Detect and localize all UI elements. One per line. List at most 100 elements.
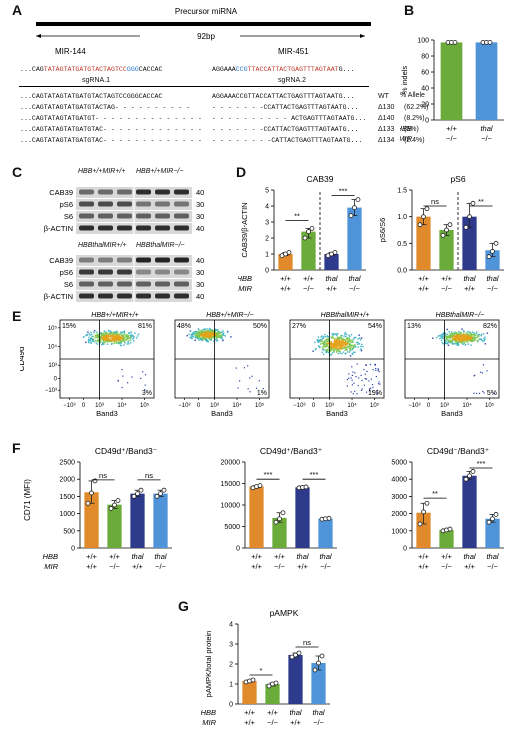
- flow-xtick: 10⁴: [462, 402, 472, 409]
- blot-band: [79, 213, 94, 219]
- flow-xtick: 0: [82, 403, 86, 409]
- cd71-pos-hbb-geno: +/+: [274, 552, 285, 561]
- cd71-neg-point: [85, 500, 91, 506]
- flow-xtick: 10³: [325, 403, 334, 409]
- indels-point: [487, 39, 493, 45]
- blot-band: [174, 225, 189, 231]
- flow-plot-title: HBB+/+MIR−/−: [206, 312, 253, 319]
- blot-band: [79, 281, 94, 287]
- ps6-point: [493, 240, 499, 246]
- flow-xlabel: Band3: [211, 409, 233, 418]
- flow-xtick: 10³: [95, 403, 104, 409]
- blot-band: [136, 189, 151, 195]
- blot-band: [117, 225, 132, 231]
- cd71-dneg-point: [490, 516, 495, 522]
- cab39-ytick: 4: [265, 204, 269, 211]
- cd71-dneg-ytick: 4000: [391, 477, 407, 484]
- cab39-point: [306, 229, 311, 234]
- pampk-point: [273, 680, 279, 686]
- cd71-charts: CD71 (MFI) CD49d⁺/Band3⁻ 0 500 1000 1500 2000 2…: [23, 446, 504, 571]
- ps6-hbb-geno: thal: [486, 274, 498, 283]
- blot-kda-label: 40: [196, 256, 204, 265]
- cd71-neg-mir-geno: +/+: [86, 562, 97, 571]
- cab39-mir-geno: −/−: [349, 284, 360, 293]
- flow-xtick: −10³: [63, 403, 75, 409]
- flow-xtick: −10³: [178, 403, 190, 409]
- blot-band: [79, 225, 94, 231]
- blot-band: [79, 257, 94, 263]
- cab39-hbb-label: HBB: [238, 274, 252, 283]
- ps6-sig: **: [478, 197, 484, 206]
- cd71-pos-sig: ***: [310, 470, 319, 479]
- blot-band: [155, 281, 170, 287]
- cab39-hbb-geno: +/+: [280, 274, 291, 283]
- ps6-ytick: 1.5: [397, 188, 407, 195]
- flow-xtick: 10³: [440, 403, 449, 409]
- cd71-dneg-point: [486, 519, 492, 525]
- pampk-ytick: 0: [229, 702, 233, 709]
- cd71-neg-point: [161, 487, 167, 493]
- blot-band: [117, 257, 132, 263]
- ps6-point: [490, 248, 495, 254]
- ps6-point: [421, 214, 426, 220]
- ps6-mir-geno: +/+: [418, 284, 429, 293]
- cd71-dneg-mir-geno: +/+: [464, 562, 475, 571]
- blot-band: [155, 293, 170, 299]
- panel-g-letter: G: [178, 598, 189, 614]
- sgrna1-label: sgRNA.1: [82, 77, 111, 84]
- pampk-ylabel: pAMPK/total protein: [204, 631, 213, 698]
- cd71-dneg-point: [470, 469, 476, 474]
- flow-xtick: 0: [312, 403, 316, 409]
- cd71-dneg-bar-2: [462, 475, 477, 548]
- flow-xtick: 10⁵: [485, 402, 495, 409]
- flow-xlabel: Band3: [326, 409, 348, 418]
- flow-quadrant-tl: 27%: [292, 323, 306, 330]
- ps6-point: [447, 222, 453, 228]
- cd71-dneg-title: CD49d⁻/Band3⁺: [427, 446, 490, 456]
- blot-header-bot-2: HBBthalMIR−/−: [136, 242, 185, 249]
- blot-kda-label: 30: [196, 280, 204, 289]
- flow-xtick: 0: [427, 403, 431, 409]
- cab39-bar-1: [301, 231, 316, 270]
- cd71-dneg-ytick: 5000: [391, 460, 407, 467]
- cd71-dneg-ytick: 0: [403, 546, 407, 553]
- cd71-pos-ytick: 5000: [224, 524, 240, 531]
- indels-ytick: 40: [421, 86, 429, 93]
- ps6-ytick: 0.0: [397, 268, 407, 275]
- cd71-neg-point: [138, 487, 144, 493]
- flow-xlabel: Band3: [96, 409, 118, 418]
- cd71-dneg-hbb-geno: thal: [486, 552, 498, 561]
- ps6-point: [440, 232, 446, 238]
- ps6-hbb-geno: +/+: [418, 274, 429, 283]
- pampk-bar-0: [242, 681, 257, 704]
- blot-band: [98, 225, 113, 231]
- ps6-point: [424, 206, 430, 212]
- cd71-neg-point: [112, 502, 117, 508]
- panel-a-letter: A: [12, 2, 23, 18]
- flow-quadrant-br: 3%: [142, 390, 152, 397]
- pampk-title: pAMPK: [270, 608, 299, 618]
- cd71-neg-point: [158, 491, 163, 497]
- cab39-sig: ***: [339, 187, 348, 196]
- blot-protein-label: S6: [64, 212, 73, 221]
- sequence-divider: [19, 86, 369, 87]
- ps6-title: pS6: [450, 174, 465, 184]
- cd71-pos-point: [277, 516, 282, 522]
- cd71-neg-bar-2: [130, 493, 145, 548]
- ps6-mir-geno: +/+: [464, 284, 475, 293]
- cd71-neg-bar-1: [107, 504, 122, 548]
- blot-band: [98, 257, 113, 263]
- ps6-bar-2: [462, 216, 477, 270]
- cd71-neg-point: [108, 506, 114, 511]
- panel-e-letter: E: [12, 308, 22, 324]
- blot-band: [98, 293, 113, 299]
- flow-xtick: −10³: [293, 403, 305, 409]
- blot-kda-label: 30: [196, 212, 204, 221]
- cab39-hbb-geno: +/+: [303, 274, 314, 283]
- cd71-dneg-point: [417, 521, 423, 527]
- blot-band: [174, 293, 189, 299]
- blot-band: [174, 257, 189, 263]
- blot-band: [174, 281, 189, 287]
- cd71-neg-mir-geno: +/+: [132, 562, 143, 571]
